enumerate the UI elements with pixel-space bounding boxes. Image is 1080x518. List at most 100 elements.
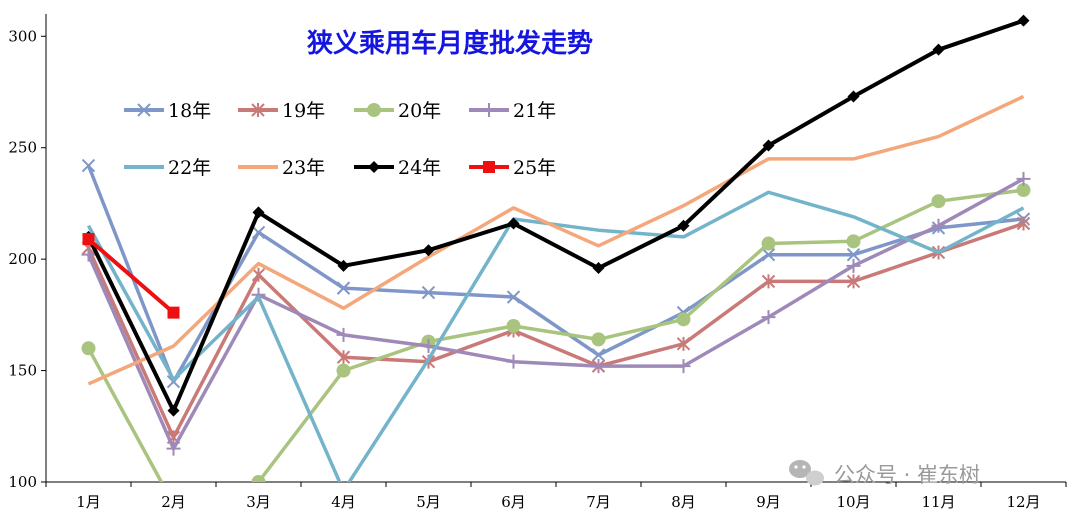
data-point bbox=[506, 319, 521, 333]
data-point bbox=[932, 43, 945, 56]
data-point bbox=[421, 339, 436, 354]
legend-label: 24年 bbox=[398, 157, 441, 179]
wechat-icon bbox=[789, 460, 824, 486]
series-6 bbox=[87, 94, 1025, 386]
legend-label: 19年 bbox=[282, 100, 325, 122]
legend-item-5: 22年 bbox=[124, 157, 211, 179]
data-point bbox=[1016, 216, 1031, 231]
x-tick-label: 4月 bbox=[331, 493, 356, 511]
data-point bbox=[761, 247, 776, 262]
x-tick-label: 3月 bbox=[246, 493, 271, 511]
series-line bbox=[87, 237, 175, 315]
data-point bbox=[482, 103, 496, 117]
data-point bbox=[336, 327, 351, 342]
data-point bbox=[367, 103, 381, 117]
data-point bbox=[251, 267, 266, 282]
data-point bbox=[336, 350, 351, 365]
data-point bbox=[931, 218, 946, 233]
data-point bbox=[166, 441, 181, 456]
legend-item-4: 21年 bbox=[469, 100, 556, 122]
data-point bbox=[846, 274, 861, 289]
data-point bbox=[676, 359, 691, 374]
legend: 18年 19年 20年 21年 22年 23年 24年 25年 bbox=[124, 100, 556, 179]
y-tick-label: 300 bbox=[8, 27, 37, 45]
data-point bbox=[676, 336, 691, 351]
data-point bbox=[137, 103, 151, 117]
legend-label: 22年 bbox=[168, 157, 211, 179]
series-line bbox=[86, 221, 1025, 440]
x-tick-label: 8月 bbox=[671, 493, 696, 511]
data-point bbox=[368, 161, 380, 173]
data-point bbox=[251, 225, 266, 240]
legend-item-3: 20年 bbox=[354, 100, 441, 122]
data-point bbox=[81, 341, 96, 356]
series-4 bbox=[81, 171, 1031, 456]
data-point bbox=[761, 236, 776, 251]
series-line bbox=[86, 188, 1024, 482]
data-point bbox=[167, 404, 180, 417]
data-point bbox=[506, 354, 521, 369]
data-point bbox=[483, 161, 495, 173]
data-point bbox=[252, 206, 265, 219]
data-point bbox=[846, 247, 861, 262]
legend-label: 18年 bbox=[168, 100, 211, 122]
y-tick-label: 250 bbox=[8, 139, 37, 157]
data-point bbox=[761, 310, 776, 325]
y-tick-label: 100 bbox=[8, 473, 37, 491]
watermark-text: 公众号 · 崔东树 bbox=[834, 463, 980, 487]
data-point bbox=[677, 219, 690, 232]
legend-item-8: 25年 bbox=[469, 157, 556, 179]
data-point bbox=[507, 217, 520, 230]
x-tick-label: 9月 bbox=[756, 493, 781, 511]
legend-item-2: 19年 bbox=[238, 100, 325, 122]
legend-item-1: 18年 bbox=[124, 100, 211, 122]
data-point bbox=[82, 233, 95, 246]
legend-label: 23年 bbox=[282, 157, 325, 179]
data-point bbox=[846, 258, 861, 273]
data-point bbox=[847, 90, 860, 103]
series-line bbox=[86, 164, 1024, 384]
series-5 bbox=[86, 190, 1025, 482]
chart-title: 狭义乘用车月度批发走势 bbox=[306, 28, 593, 59]
data-point bbox=[336, 363, 351, 378]
data-point bbox=[591, 348, 606, 362]
series-3 bbox=[81, 183, 1031, 482]
axes: 100 150 200 250 300 1月 2月 3月 4月 5月 6月 7月 8月 9月 10月 11月 1… bbox=[8, 14, 1067, 511]
legend-item-7: 24年 bbox=[354, 157, 441, 179]
data-point bbox=[761, 274, 776, 289]
data-point bbox=[591, 332, 606, 347]
y-tick-label: 200 bbox=[8, 250, 37, 268]
data-point bbox=[422, 244, 435, 257]
series-8 bbox=[82, 233, 180, 319]
data-point bbox=[592, 262, 605, 275]
legend-label: 21年 bbox=[513, 100, 556, 122]
data-point bbox=[676, 312, 691, 327]
x-tick-label: 6月 bbox=[501, 493, 526, 511]
data-point bbox=[1016, 171, 1031, 186]
data-point bbox=[336, 281, 351, 295]
x-tick-label: 11月 bbox=[921, 493, 955, 511]
data-point bbox=[81, 247, 96, 262]
data-point bbox=[1016, 183, 1031, 198]
data-point bbox=[762, 139, 775, 152]
x-tick-label: 10月 bbox=[836, 493, 870, 511]
watermark: 公众号 · 崔东树 bbox=[789, 460, 980, 487]
data-point bbox=[251, 103, 265, 117]
series-layer bbox=[81, 14, 1031, 482]
y-tick-label: 150 bbox=[8, 362, 37, 380]
data-point bbox=[337, 259, 350, 272]
data-point bbox=[846, 234, 861, 249]
x-tick-label: 1月 bbox=[76, 493, 101, 511]
series-line bbox=[86, 190, 1025, 482]
x-tick-label: 12月 bbox=[1006, 493, 1040, 511]
legend-label: 20年 bbox=[398, 100, 441, 122]
data-point bbox=[1017, 14, 1030, 27]
data-point bbox=[81, 158, 96, 173]
data-point bbox=[421, 285, 436, 300]
legend-label: 25年 bbox=[513, 157, 556, 179]
legend-item-6: 23年 bbox=[238, 157, 325, 179]
data-point bbox=[167, 306, 180, 319]
data-point bbox=[591, 359, 606, 374]
series-line bbox=[86, 177, 1025, 451]
